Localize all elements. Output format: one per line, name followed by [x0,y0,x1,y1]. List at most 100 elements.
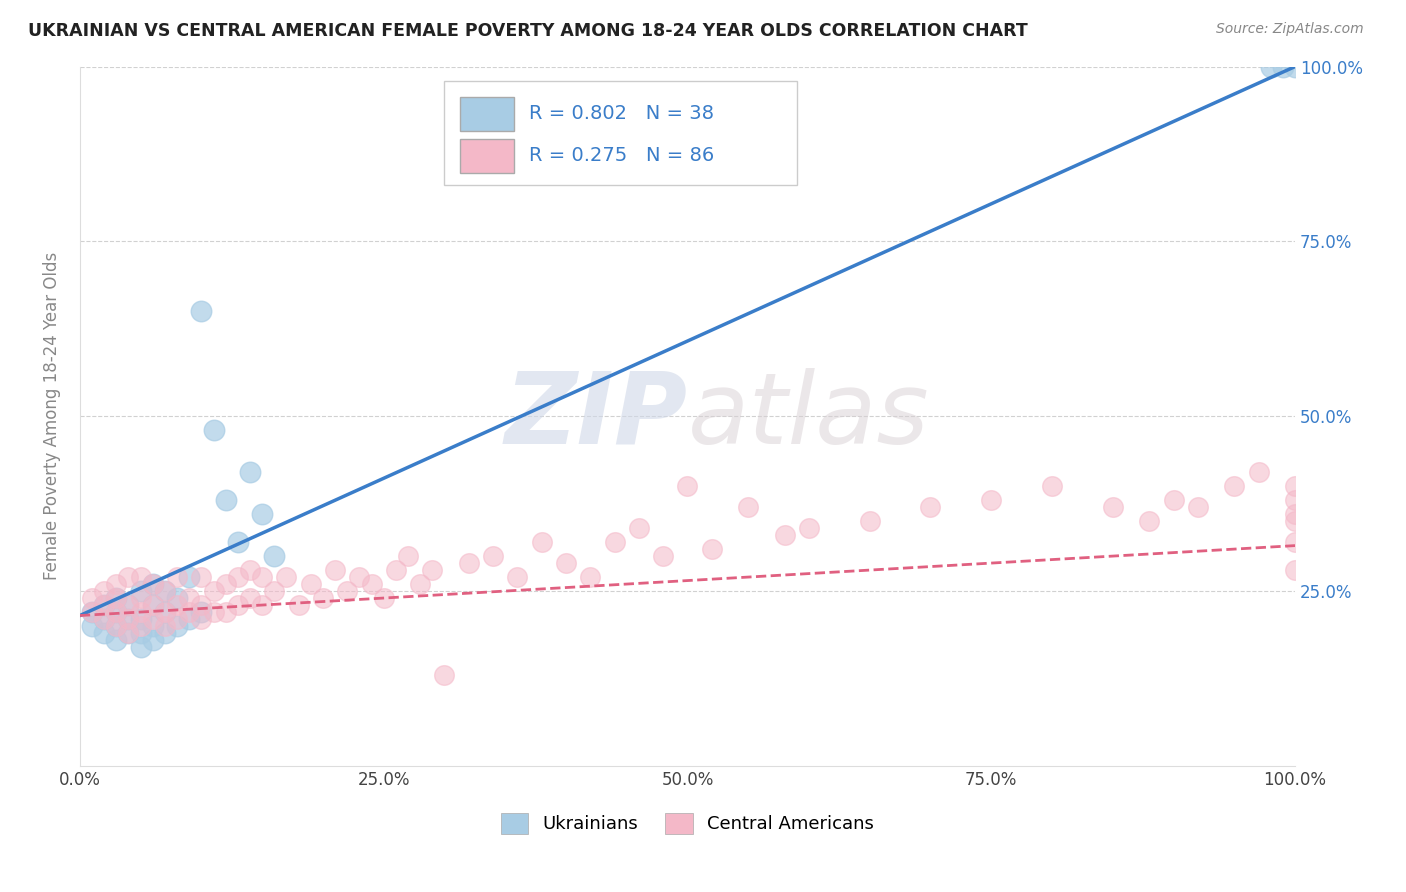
Legend: Ukrainians, Central Americans: Ukrainians, Central Americans [501,813,873,834]
Point [117,612,139,626]
Point [105,605,128,619]
Point [226,570,249,584]
Point [202,423,225,437]
Point [700,542,723,557]
Point [105,605,128,619]
Text: UKRAINIAN VS CENTRAL AMERICAN FEMALE POVERTY AMONG 18-24 YEAR OLDS CORRELATION C: UKRAINIAN VS CENTRAL AMERICAN FEMALE POV… [28,22,1028,40]
Point [129,605,152,619]
Point [737,500,759,515]
Point [129,640,152,654]
Point [93,598,115,612]
Point [93,626,115,640]
Point [117,612,139,626]
Point [142,619,165,633]
Point [166,612,188,626]
Point [859,514,882,528]
Point [797,521,820,535]
Point [579,570,602,584]
Point [1137,514,1160,528]
Point [1040,479,1063,493]
Point [202,605,225,619]
Point [1187,500,1209,515]
Point [1284,479,1306,493]
Point [142,632,165,647]
Point [1284,514,1306,528]
Point [603,535,626,549]
Point [190,570,212,584]
Point [93,584,115,599]
Point [239,563,262,577]
Text: atlas: atlas [688,368,929,465]
Point [105,591,128,605]
Point [1271,60,1294,74]
Point [263,584,285,599]
Point [226,535,249,549]
Point [129,612,152,626]
FancyBboxPatch shape [460,138,513,173]
Point [153,584,176,599]
Point [250,598,273,612]
Point [627,521,650,535]
Point [1284,563,1306,577]
Point [506,570,529,584]
Point [433,668,456,682]
Point [980,493,1002,508]
Point [153,584,176,599]
Point [1247,465,1270,479]
Point [239,465,262,479]
Point [166,570,188,584]
Point [117,626,139,640]
Point [373,591,395,605]
Point [287,598,309,612]
Point [396,549,419,563]
Point [1163,493,1185,508]
Point [385,563,408,577]
Point [482,549,505,563]
Point [179,605,201,619]
Point [129,626,152,640]
Point [263,549,285,563]
Point [336,584,359,599]
Point [80,619,103,633]
Point [166,591,188,605]
Point [142,612,165,626]
Point [142,577,165,591]
Point [179,612,201,626]
Text: Source: ZipAtlas.com: Source: ZipAtlas.com [1216,22,1364,37]
Point [773,528,796,542]
Point [153,605,176,619]
Point [676,479,699,493]
Point [105,591,128,605]
FancyBboxPatch shape [444,80,797,186]
Point [190,598,212,612]
Text: R = 0.275   N = 86: R = 0.275 N = 86 [530,146,714,165]
Point [250,570,273,584]
Point [179,591,201,605]
Point [117,598,139,612]
Point [80,605,103,619]
Point [129,570,152,584]
Point [530,535,553,549]
Point [215,577,238,591]
Point [129,584,152,599]
Point [349,570,371,584]
Point [250,507,273,521]
Point [105,619,128,633]
Point [215,493,238,508]
Point [1284,493,1306,508]
Point [153,626,176,640]
Point [215,605,238,619]
Point [129,619,152,633]
FancyBboxPatch shape [460,96,513,131]
Point [276,570,298,584]
Point [166,598,188,612]
Point [1223,479,1246,493]
Point [153,605,176,619]
Point [80,605,103,619]
Point [190,612,212,626]
Point [360,577,382,591]
Point [1101,500,1123,515]
Point [920,500,942,515]
Point [142,598,165,612]
Point [105,577,128,591]
